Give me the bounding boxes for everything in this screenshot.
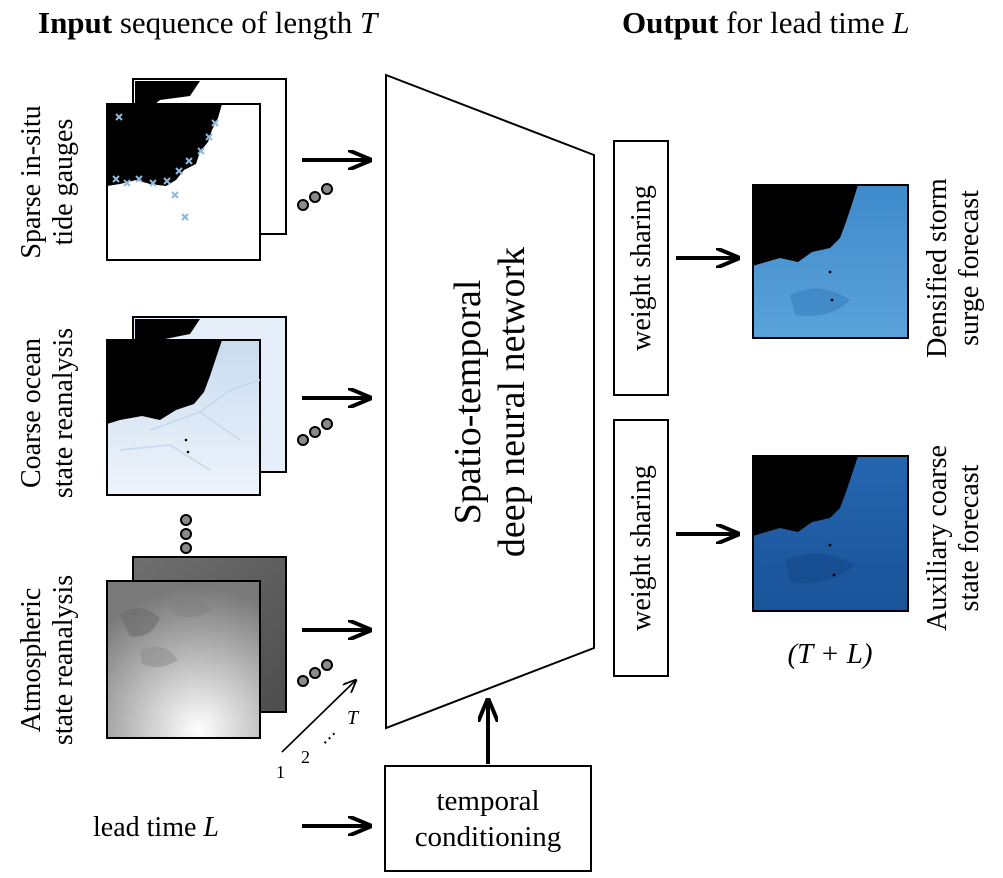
atmo-pressure-blobs — [120, 595, 210, 668]
lead-time-text: lead time — [93, 812, 203, 843]
tide-gauges-label: Sparse in-situ tide gauges — [16, 105, 79, 258]
lead-time-var: L — [202, 812, 219, 843]
ocean-voronoi-cells — [119, 379, 260, 471]
ocean-front-land — [107, 340, 222, 424]
neural-network-label: Spatio-temporal deep neural network — [447, 247, 533, 557]
surge-forecast-texture — [790, 288, 850, 316]
tide-front-land — [107, 104, 222, 186]
sequence-label-2: 2 — [301, 747, 310, 767]
ocean-label-line2: state reanalysis — [48, 328, 79, 498]
tide-sequence-dots — [297, 183, 333, 211]
sequence-label-dots: ⋯ — [316, 724, 343, 751]
ocean-label-line1: Coarse ocean — [16, 338, 47, 488]
tide-gauge-stack — [106, 78, 287, 261]
more-inputs-dots — [180, 514, 192, 554]
tide-back-land — [135, 81, 200, 118]
storm-surge-label: Densified storm surge forecast — [922, 178, 985, 358]
output-header: Output for lead time L — [622, 5, 910, 40]
network-label-line1: Spatio-temporal — [447, 280, 489, 525]
ocean-reanalysis-stack — [106, 316, 287, 496]
tide-gauge-markers — [112, 113, 219, 221]
atmo-label-line1: Atmospheric — [16, 588, 47, 733]
output-time-label: (T + L) — [787, 638, 872, 670]
ocean-reanalysis-label: Coarse ocean state reanalysis — [16, 328, 79, 498]
input-header-var: T — [360, 5, 380, 40]
conditioning-line2: conditioning — [415, 821, 562, 853]
aux-label-line2: state forecast — [954, 464, 985, 611]
weight-sharing-bottom-label: weight sharing — [626, 465, 657, 631]
sequence-axis-arrow-icon — [281, 680, 356, 753]
lead-time-label: lead time L — [93, 812, 219, 843]
conditioning-line1: temporal — [436, 785, 539, 817]
surge-forecast-land — [753, 185, 858, 266]
weight-sharing-bottom-box — [613, 419, 669, 677]
output-header-rest: for lead time — [718, 5, 892, 40]
output-header-bold: Output — [622, 5, 719, 40]
input-header-bold: Input — [38, 5, 113, 40]
aux-forecast-texture — [785, 553, 855, 584]
weight-sharing-top-box — [613, 140, 669, 396]
surge-forecast-map — [752, 184, 909, 339]
atmo-sequence-dots — [297, 659, 333, 687]
aux-state-label: Auxiliary coarse state forecast — [922, 445, 985, 631]
sequence-label-T: T — [347, 707, 360, 729]
storm-label-line2: surge forecast — [954, 190, 985, 346]
temporal-conditioning-box — [384, 765, 592, 872]
input-header-rest: sequence of length — [112, 5, 360, 40]
atmospheric-reanalysis-label: Atmospheric state reanalysis — [16, 575, 79, 745]
output-header-var: L — [891, 5, 909, 40]
tide-label-line1: Sparse in-situ — [16, 105, 47, 258]
ocean-sequence-dots — [297, 418, 333, 446]
sequence-label-1: 1 — [276, 762, 285, 782]
storm-label-line1: Densified storm — [922, 178, 953, 358]
neural-network-block — [385, 73, 595, 730]
tide-label-line2: tide gauges — [48, 119, 79, 246]
atmospheric-reanalysis-stack — [106, 556, 287, 739]
aux-forecast-map — [752, 455, 909, 612]
weight-sharing-top-label: weight sharing — [626, 185, 657, 351]
input-header: Input sequence of length T — [38, 5, 380, 40]
atmo-label-line2: state reanalysis — [48, 575, 79, 745]
network-label-line2: deep neural network — [491, 247, 533, 557]
aux-forecast-land — [753, 456, 858, 536]
aux-label-line1: Auxiliary coarse — [922, 445, 953, 631]
